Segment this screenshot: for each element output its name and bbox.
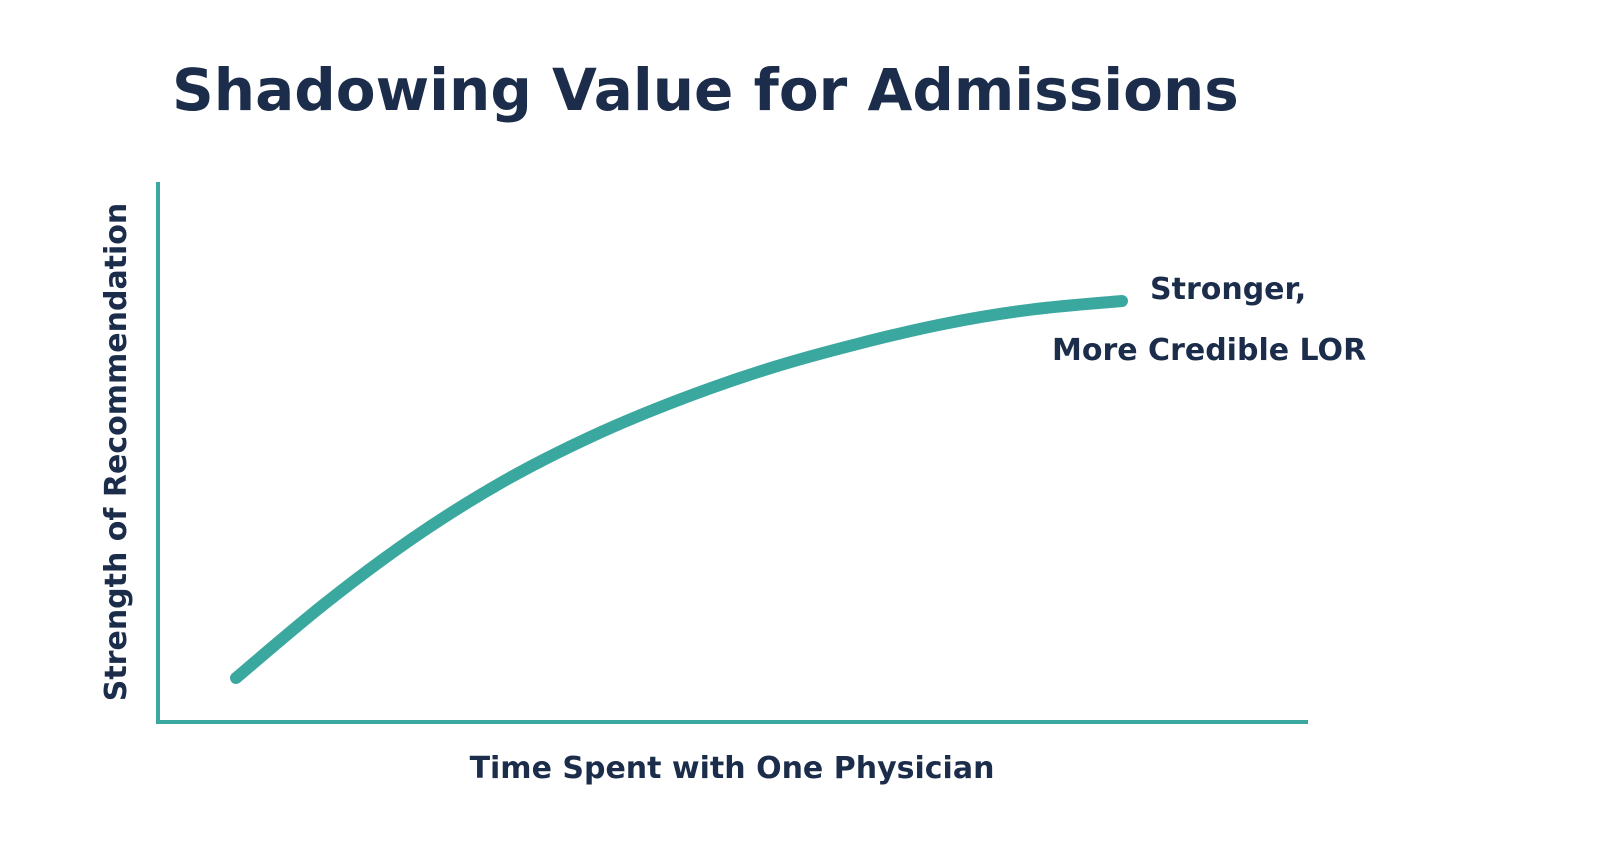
annotation-line-2: More Credible LOR (1052, 333, 1366, 368)
annotation-line-1: Stronger, (1150, 272, 1306, 307)
chart-title: Shadowing Value for Admissions (172, 56, 1239, 124)
y-axis-label: Strength of Recommendation (99, 203, 134, 702)
series-line (230, 295, 1128, 684)
x-axis-label: Time Spent with One Physician (470, 751, 995, 786)
